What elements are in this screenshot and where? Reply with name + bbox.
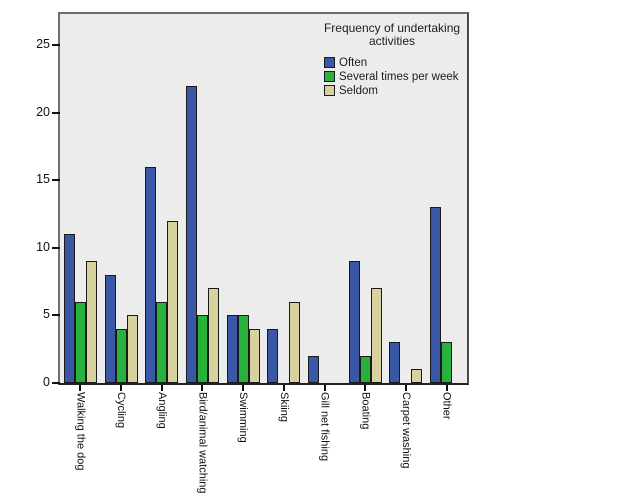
x-tick-label-text: Skiing bbox=[277, 392, 290, 422]
legend: Frequency of undertaking activities Ofte… bbox=[322, 22, 462, 98]
y-tick-label: 25 bbox=[36, 37, 50, 52]
x-tick-label-text: Swimming bbox=[237, 392, 250, 443]
bar-1-series-2 bbox=[74, 301, 86, 383]
x-tick bbox=[445, 385, 448, 391]
x-tick bbox=[79, 385, 82, 391]
x-tick-label-text: Angling bbox=[155, 392, 168, 429]
legend-item: Often bbox=[324, 56, 462, 69]
bar-8-series-2 bbox=[359, 355, 371, 383]
y-tick-label: 15 bbox=[36, 172, 50, 187]
plot-area bbox=[58, 12, 469, 385]
y-tick-label: 10 bbox=[36, 239, 50, 254]
x-tick-label: Other bbox=[438, 392, 456, 420]
bar-1-series-1 bbox=[63, 234, 75, 383]
x-tick-label: Walking the dog bbox=[71, 392, 89, 470]
bar-3-series-1 bbox=[145, 166, 157, 383]
bar-6-series-3 bbox=[289, 301, 301, 383]
bar-1-series-3 bbox=[85, 261, 97, 383]
x-tick-label: Boating bbox=[356, 392, 374, 429]
bar-4-series-2 bbox=[196, 315, 208, 383]
bar-3-series-3 bbox=[167, 220, 179, 383]
x-tick-label: Bird/animal watching bbox=[193, 392, 211, 494]
x-tick-label-text: Cycling bbox=[115, 392, 128, 429]
y-tick bbox=[52, 44, 60, 47]
x-tick-label: Gill net fishing bbox=[316, 392, 334, 461]
x-tick-label-text: Carpet washing bbox=[399, 392, 412, 469]
y-tick bbox=[52, 382, 60, 384]
y-tick bbox=[52, 179, 60, 182]
y-tick-label: 20 bbox=[36, 104, 50, 119]
y-tick-label: 5 bbox=[43, 307, 50, 322]
x-tick-label: Cycling bbox=[112, 392, 130, 428]
bar-6-series-1 bbox=[267, 328, 279, 383]
x-tick-label: Skiing bbox=[275, 392, 293, 422]
bar-8-series-3 bbox=[370, 288, 382, 383]
x-tick-label-text: Walking the dog bbox=[74, 392, 87, 471]
y-tick bbox=[52, 111, 60, 114]
legend-items: Often Several times per week Seldom bbox=[322, 56, 462, 97]
x-tick bbox=[120, 385, 123, 391]
x-tick-label: Angling bbox=[153, 392, 171, 429]
x-tick bbox=[364, 385, 367, 391]
legend-swatch bbox=[324, 57, 335, 68]
x-tick bbox=[404, 385, 407, 391]
x-tick-label-text: Other bbox=[440, 392, 453, 420]
y-tick-label: 0 bbox=[43, 375, 50, 389]
legend-item-label: Seldom bbox=[339, 84, 378, 97]
legend-swatch bbox=[324, 85, 335, 96]
legend-item-label: Often bbox=[339, 56, 368, 69]
x-axis-labels: Walking the dog Cycling Angling Bird/animal… bbox=[60, 392, 467, 501]
bar-3-series-2 bbox=[156, 301, 168, 383]
x-tick-label: Swimming bbox=[234, 392, 252, 443]
x-tick-label: Carpet washing bbox=[397, 392, 415, 468]
y-axis-labels: 0 5 10 15 20 25 bbox=[0, 14, 50, 389]
x-tick-label-text: Boating bbox=[359, 392, 372, 430]
plot-inner: Frequency of undertaking activities Ofte… bbox=[60, 14, 467, 383]
bar-4-series-3 bbox=[207, 288, 219, 383]
bar-5-series-2 bbox=[237, 315, 249, 383]
bar-10-series-1 bbox=[430, 207, 442, 383]
bar-8-series-1 bbox=[348, 261, 360, 383]
x-tick bbox=[282, 385, 285, 391]
x-tick bbox=[160, 385, 163, 391]
legend-title: Frequency of undertaking activities bbox=[323, 21, 461, 48]
legend-item: Several times per week bbox=[324, 70, 462, 83]
bar-5-series-1 bbox=[226, 315, 238, 383]
legend-swatch bbox=[324, 71, 335, 82]
y-tick bbox=[52, 314, 60, 317]
bar-2-series-2 bbox=[115, 328, 127, 383]
bar-4-series-1 bbox=[185, 85, 197, 383]
x-tick bbox=[201, 385, 204, 391]
bar-7-series-1 bbox=[308, 355, 320, 383]
y-axis-ticks bbox=[52, 14, 60, 384]
x-tick-label-text: Bird/animal watching bbox=[196, 392, 209, 494]
bar-10-series-2 bbox=[441, 342, 453, 383]
legend-item-label: Several times per week bbox=[339, 70, 459, 83]
bar-9-series-1 bbox=[389, 342, 401, 383]
bar-2-series-1 bbox=[104, 274, 116, 383]
bar-5-series-3 bbox=[248, 328, 260, 383]
x-axis-ticks bbox=[60, 385, 467, 391]
x-tick bbox=[242, 385, 245, 391]
x-tick-label-text: Gill net fishing bbox=[318, 392, 331, 462]
y-tick bbox=[52, 246, 60, 249]
bar-2-series-3 bbox=[126, 315, 138, 383]
x-tick bbox=[323, 385, 326, 391]
legend-item: Seldom bbox=[324, 84, 462, 97]
bar-9-series-3 bbox=[411, 369, 423, 383]
